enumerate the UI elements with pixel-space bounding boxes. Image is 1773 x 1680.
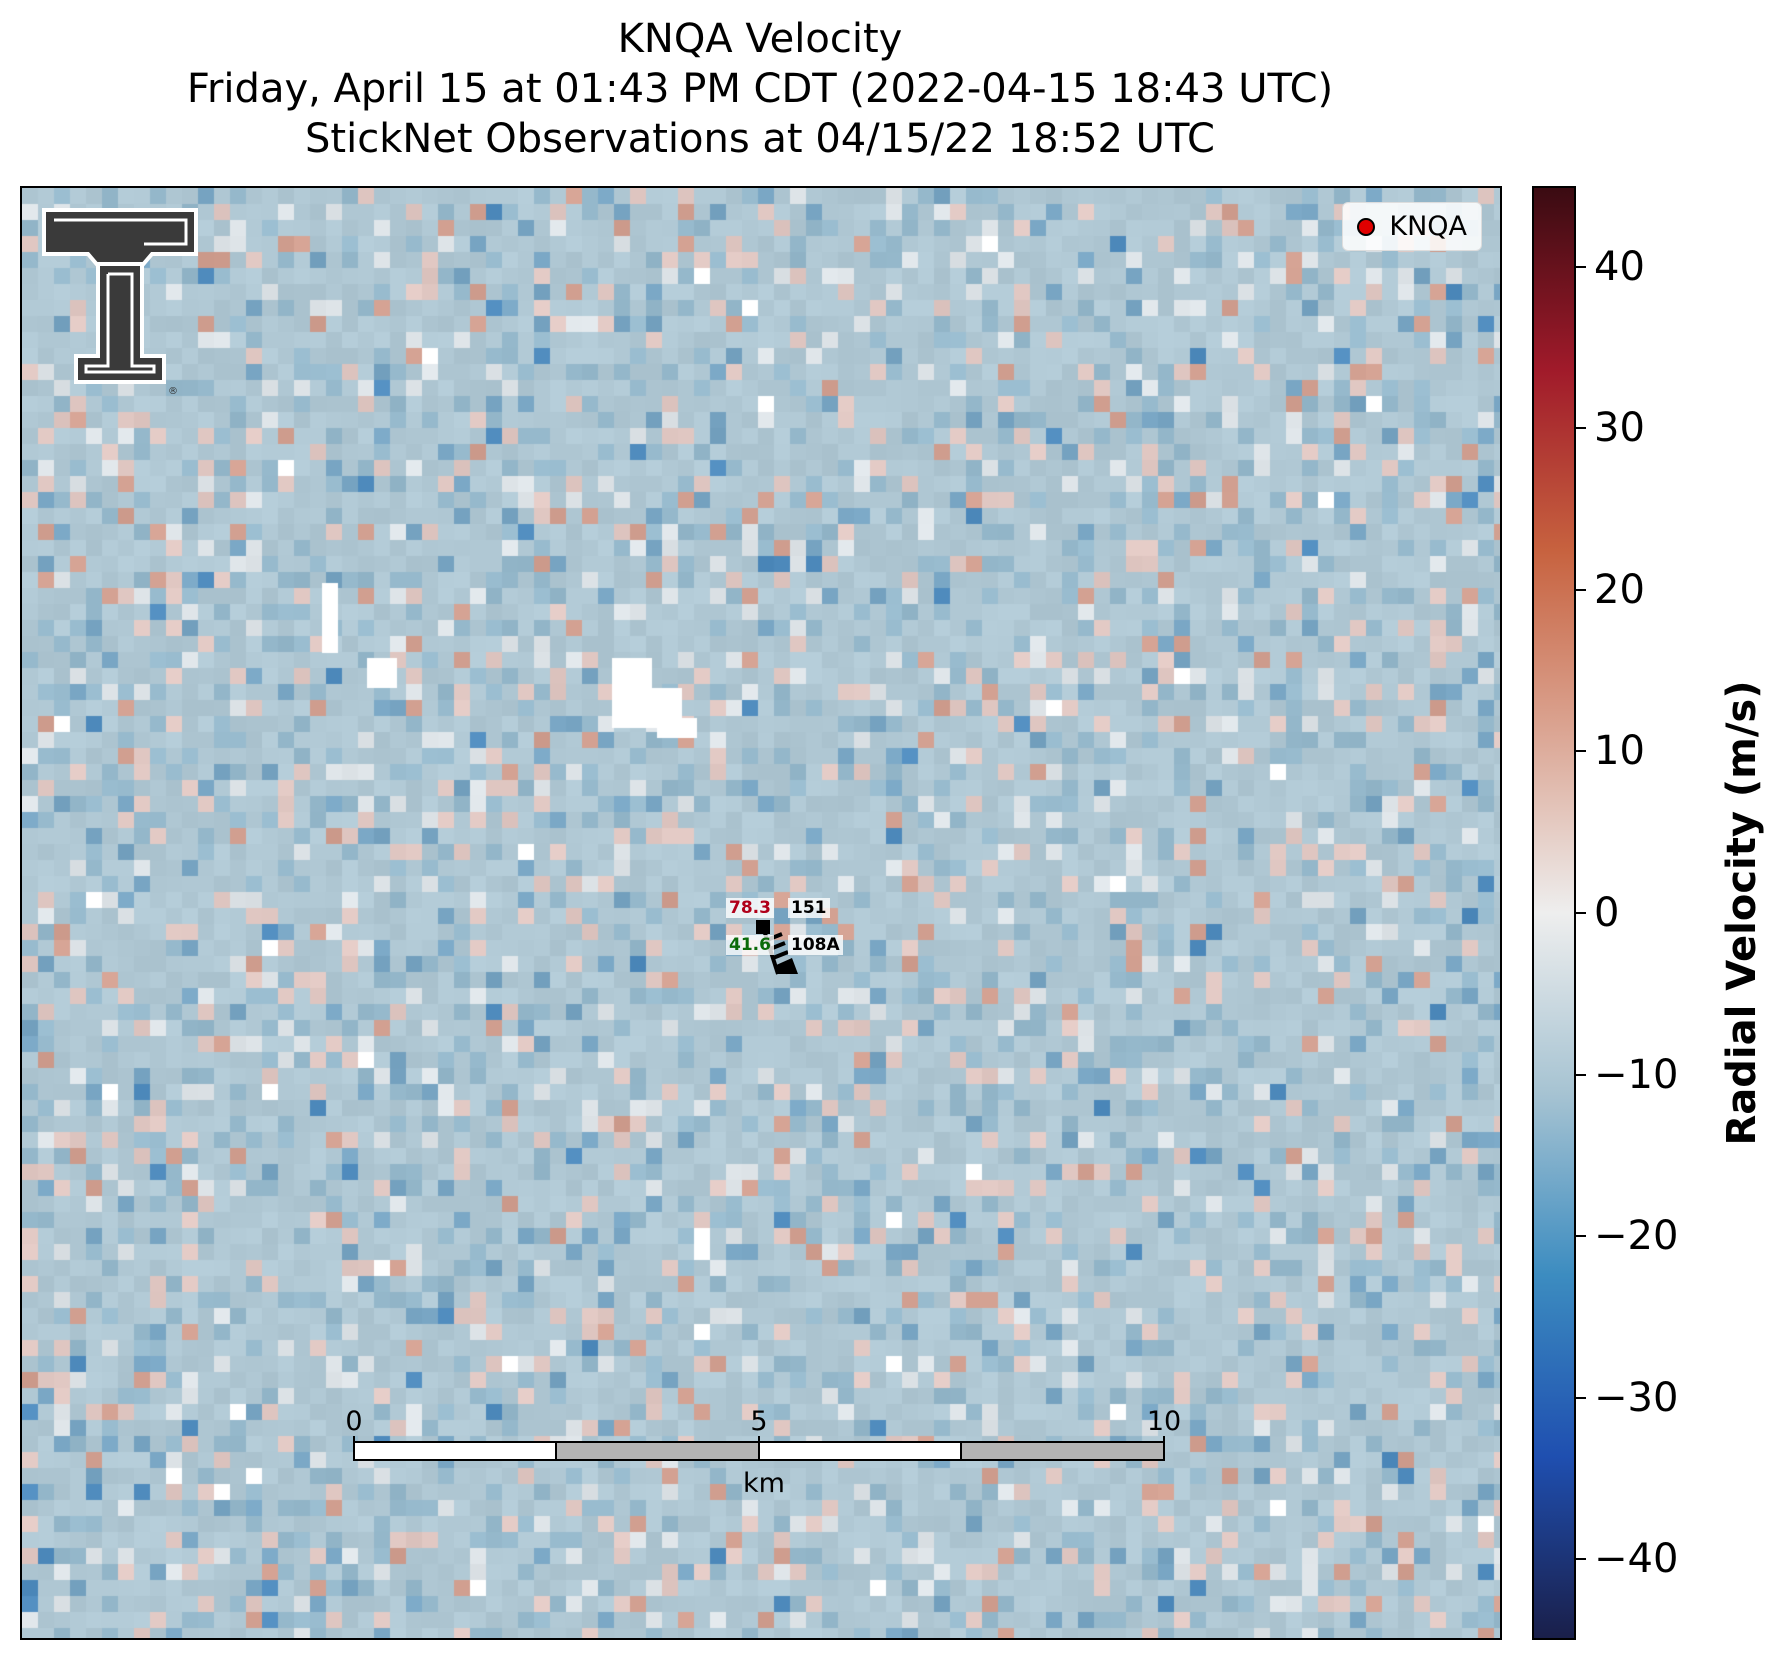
colorbar-tick-label: 40 xyxy=(1594,243,1645,290)
texas-tech-logo-icon: ® xyxy=(42,208,198,396)
knqa-marker-icon xyxy=(1357,217,1376,236)
colorbar-label: Radial Velocity (m/s) xyxy=(1719,680,1765,1146)
title-line-1: KNQA Velocity xyxy=(617,16,903,62)
station-id-bottom: 108A xyxy=(788,935,843,955)
colorbar-tick-label: −30 xyxy=(1594,1374,1679,1421)
radar-map[interactable]: ® KNQA 78.3 41.6 151 108A xyxy=(20,186,1502,1640)
colorbar-tick-label: −40 xyxy=(1594,1536,1679,1583)
legend-label: KNQA xyxy=(1389,211,1467,242)
colorbar-tick-label: 20 xyxy=(1594,566,1645,613)
colorbar-tick-label: −20 xyxy=(1594,1213,1679,1260)
scale-tick-0: 0 xyxy=(345,1406,363,1437)
scale-segment-4 xyxy=(960,1441,1165,1461)
colorbar-tick-label: 0 xyxy=(1594,890,1620,936)
title-line-2: Friday, April 15 at 01:43 PM CDT (2022-0… xyxy=(186,66,1334,112)
title-line-3: StickNet Observations at 04/15/22 18:52 … xyxy=(305,116,1215,162)
registered-mark: ® xyxy=(168,386,178,396)
legend: KNQA xyxy=(1342,202,1482,251)
scale-segment-2 xyxy=(555,1441,760,1461)
station-temperature: 78.3 xyxy=(726,898,774,918)
wind-barb-pennant-icon xyxy=(774,958,798,974)
scale-segment-3 xyxy=(758,1441,962,1461)
scale-segment-1 xyxy=(353,1441,557,1461)
colorbar-tick-label: 30 xyxy=(1594,405,1645,452)
scale-tick-10: 10 xyxy=(1146,1406,1182,1437)
scale-unit: km xyxy=(743,1468,785,1499)
station-id-top: 151 xyxy=(788,898,830,918)
colorbar-tick-label: −10 xyxy=(1594,1051,1679,1098)
scale-bar: 0 5 10 km xyxy=(334,1406,1194,1499)
colorbar xyxy=(1532,186,1576,1640)
station-dewpoint: 41.6 xyxy=(726,935,774,955)
colorbar-tick-label: 10 xyxy=(1594,728,1645,775)
scale-tick-5: 5 xyxy=(750,1406,768,1437)
